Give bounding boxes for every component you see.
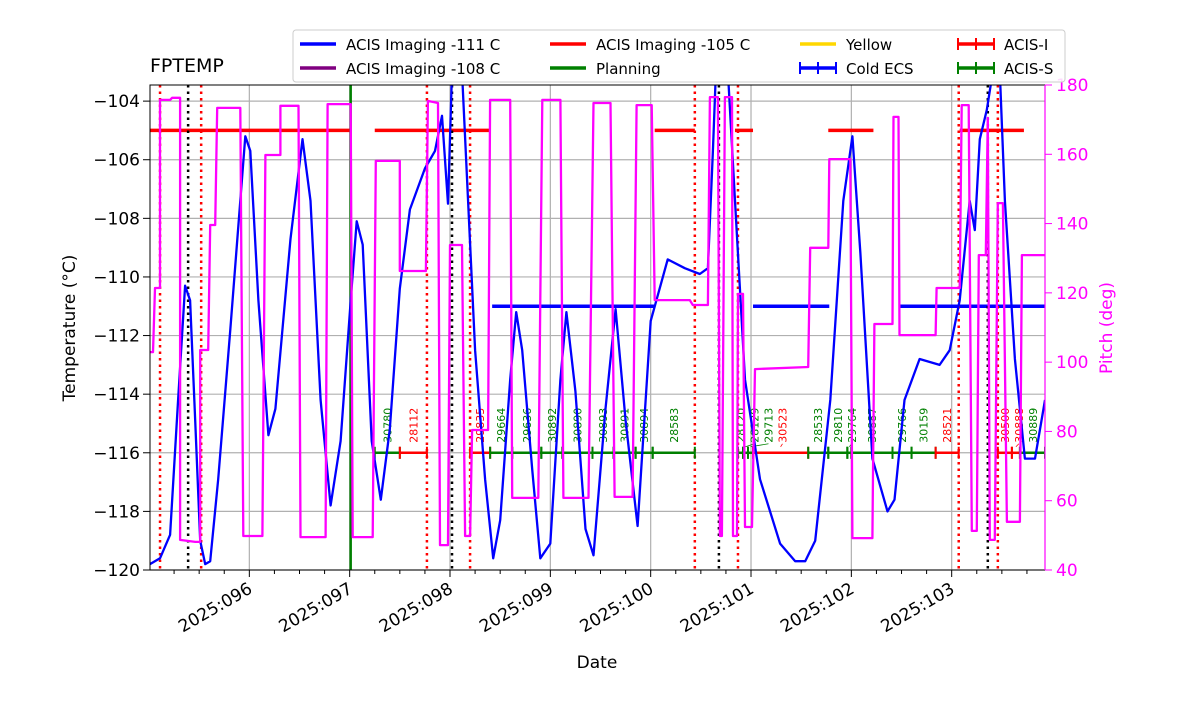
y2-tick-label: 140	[1056, 215, 1088, 235]
temperature-series-line	[150, 85, 1045, 566]
legend-label: ACIS Imaging -111 C	[346, 36, 500, 54]
obsid-label-leader	[780, 443, 783, 447]
legend-label: Cold ECS	[846, 60, 914, 78]
x-tick-label: 2025:099	[476, 579, 557, 637]
x-tick-label: 2025:103	[878, 579, 959, 637]
legend-label: ACIS-I	[1004, 36, 1048, 54]
chart-title: FPTEMP	[150, 55, 224, 77]
y2-tick-label: 40	[1056, 561, 1078, 581]
obsid-label: 28533	[812, 408, 825, 443]
y-tick-label: −112	[93, 327, 140, 347]
legend-label: ACIS Imaging -105 C	[596, 36, 750, 54]
y-tick-label: −118	[93, 502, 140, 522]
y-tick-label: −106	[93, 151, 140, 171]
y-tick-label: −114	[93, 385, 140, 405]
y-tick-label: −104	[93, 92, 140, 112]
y-tick-label: −110	[93, 268, 140, 288]
x-tick-label: 2025:097	[276, 579, 357, 637]
legend-label: Yellow	[845, 36, 892, 54]
obsid-label-leader	[1015, 443, 1020, 448]
obsid-label: 28521	[941, 408, 954, 443]
y2-tick-label: 80	[1056, 422, 1078, 442]
pitch-series-line	[150, 95, 1045, 547]
y2-tick-label: 100	[1056, 353, 1088, 373]
obsid-label: 29664	[495, 408, 508, 443]
x-tick-label: 2025:102	[777, 579, 858, 637]
legend-label: ACIS Imaging -108 C	[346, 60, 500, 78]
obsid-label: 28112	[407, 408, 420, 443]
x-tick-label: 2025:096	[175, 579, 256, 637]
obsid-label: 29810	[832, 408, 845, 443]
y2-tick-label: 60	[1056, 492, 1078, 512]
x-axis-label: Date	[577, 653, 618, 673]
y-tick-label: −116	[93, 444, 140, 464]
y-tick-label: −108	[93, 209, 140, 229]
y2-tick-label: 160	[1056, 145, 1088, 165]
legend-label: ACIS-S	[1004, 60, 1053, 78]
y2-axis-label: Pitch (deg)	[1097, 282, 1117, 374]
obsid-label: 30892	[546, 408, 559, 443]
obsid-label: 28583	[668, 408, 681, 443]
obsid-label: 30889	[1027, 408, 1040, 443]
y-tick-label: −120	[93, 561, 140, 581]
legend-box	[292, 29, 1066, 83]
y-axis-label: Temperature (°C)	[60, 255, 80, 403]
x-tick-label: 2025:100	[577, 579, 658, 637]
x-tick-label: 2025:101	[677, 579, 758, 637]
obsid-label: 29713	[763, 408, 776, 443]
legend-label: Planning	[596, 60, 661, 78]
plot-area: 30780 28112 29835 29664 29636 30892 30890 30893…	[150, 85, 1045, 570]
obsid-label: 30523	[777, 408, 790, 443]
x-tick-label: 2025:098	[376, 579, 457, 637]
obsid-label: 30159	[918, 408, 931, 443]
legend: ACIS Imaging -111 C ACIS Imaging -108 C AC…	[292, 29, 1066, 83]
obsid-label: 29636	[521, 408, 534, 443]
y2-tick-label: 120	[1056, 284, 1088, 304]
